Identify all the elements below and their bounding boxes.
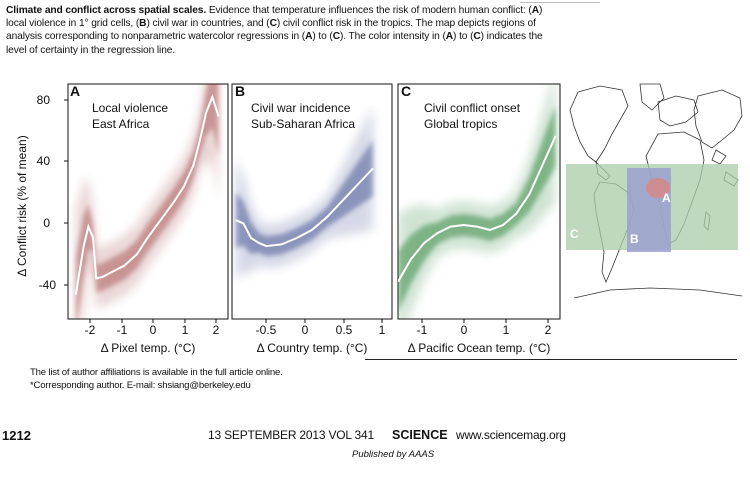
caption-ref-c: C [269, 18, 277, 30]
x-tick-label: 0 [150, 323, 157, 337]
caption-text: ) indicates the level of certainty in th… [6, 31, 543, 56]
caption-ref-c: C [332, 31, 340, 43]
panel-a-frame [67, 83, 229, 320]
caption-ref-a: A [531, 5, 539, 16]
x-tick-label: -0.5 [256, 323, 277, 337]
x-tick-label: 0.5 [336, 323, 353, 337]
journal-name: SCIENCE [392, 428, 448, 442]
y-tick-label: 0 [43, 216, 50, 230]
issue-info: 13 SEPTEMBER 2013 VOL 341 [208, 428, 374, 442]
world-map: A B C [566, 83, 743, 299]
x-tick-label: -1 [117, 323, 128, 337]
panel-a-letter: A [70, 83, 80, 99]
y-tick-label: 40 [37, 154, 51, 168]
panel-b-x-label: Δ Country temp. (°C) [257, 341, 368, 355]
caption-text: ) to ( [453, 31, 474, 43]
footnote-corresponding-author: *Corresponding author. E-mail: shsiang@b… [30, 380, 251, 391]
x-tick-label: 2 [213, 323, 220, 337]
panel-a-series-line [74, 94, 220, 295]
caption-ref-c: C [473, 31, 481, 43]
caption-ref-a: A [305, 31, 313, 43]
panel-a-x-label: Δ Pixel temp. (°C) [101, 341, 196, 355]
panel-c-x-label: Δ Pacific Ocean temp. (°C) [408, 341, 551, 355]
panel-a-title: Local violence [92, 101, 168, 115]
x-tick-label: 2 [545, 323, 552, 337]
map-label-b: B [630, 232, 639, 246]
panel-b-letter: B [235, 83, 245, 99]
panel-b-title: Civil war incidence [251, 101, 351, 115]
panel-c-letter: C [401, 83, 411, 99]
caption-ref-b: B [139, 18, 147, 30]
y-tick-label: 80 [37, 93, 51, 107]
caption-text: Evidence that temperature influences the… [208, 5, 532, 16]
x-tick-label: -2 [85, 323, 96, 337]
panel-c-series-line [398, 135, 557, 283]
map-region-a [646, 178, 670, 198]
caption-text: ) civil war in countries, and ( [146, 18, 270, 30]
footnote-affiliations: The list of author affiliations is avail… [30, 367, 283, 378]
panel-c-title: Civil conflict onset [424, 101, 521, 115]
caption-text: ). The color intensity in ( [339, 31, 446, 43]
panel-c-frame [397, 83, 561, 320]
caption-title: Climate and conflict across spatial scal… [6, 5, 207, 16]
publisher: Published by AAAS [352, 449, 435, 460]
x-tick-label: 1 [379, 323, 386, 337]
figure: Δ Conflict risk (% of mean) 80 40 0 -40 … [15, 83, 743, 355]
panel-a-subtitle: East Africa [92, 117, 150, 131]
page-number: 1212 [2, 428, 31, 443]
panel-c-subtitle: Global tropics [424, 117, 497, 131]
caption-text: ) local violence in 1° grid cells, ( [6, 5, 543, 30]
x-tick-label: -1 [417, 323, 428, 337]
panel-a-band [75, 84, 219, 319]
map-label-a: A [662, 191, 671, 205]
panel-b-frame [231, 83, 393, 320]
top-rule [520, 2, 600, 3]
y-axis-label: Δ Conflict risk (% of mean) [15, 135, 29, 276]
y-tick-label: -40 [39, 278, 57, 292]
panel-b-series-line [235, 167, 374, 248]
x-tick-label: 1 [503, 323, 510, 337]
figure-caption: Climate and conflict across spatial scal… [6, 4, 546, 57]
x-tick-label: 1 [182, 323, 189, 337]
footnote-rule [365, 359, 737, 360]
y-axis: 80 40 0 -40 [37, 93, 57, 292]
x-tick-label: 0 [302, 323, 309, 337]
journal-website: www.sciencemag.org [456, 428, 566, 442]
x-tick-label: 0 [461, 323, 468, 337]
panel-b-subtitle: Sub-Saharan Africa [251, 117, 355, 131]
map-label-c: C [570, 227, 579, 241]
panel-b-band [235, 106, 373, 282]
caption-text: ) civil conflict risk in the tropics. Th… [6, 18, 536, 43]
caption-text: ) to ( [312, 31, 333, 43]
caption-ref-a: A [445, 31, 454, 43]
